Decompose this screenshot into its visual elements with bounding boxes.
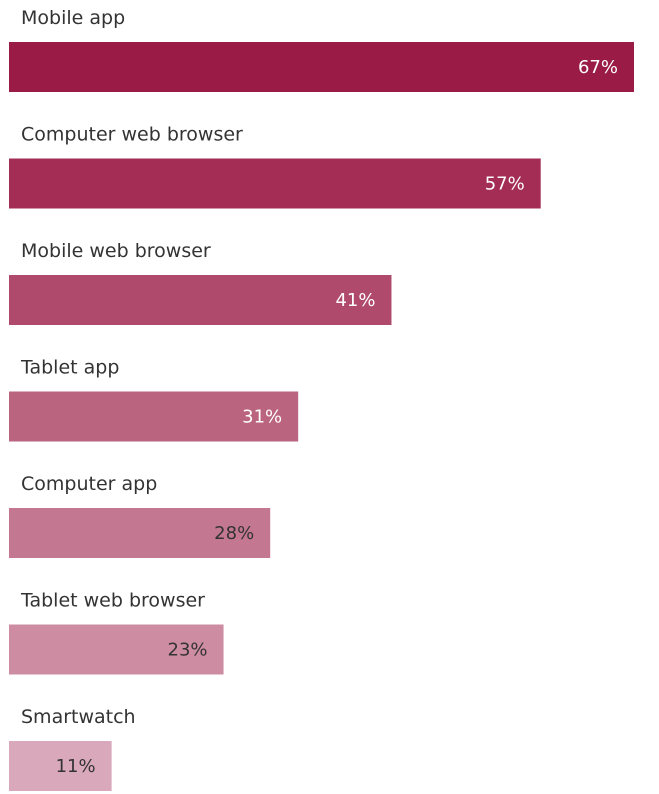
bars-layer: [9, 42, 634, 791]
category-label: Tablet web browser: [20, 590, 205, 612]
value-label: 23%: [168, 640, 208, 661]
value-label: 11%: [56, 756, 96, 777]
category-label: Mobile web browser: [21, 240, 211, 262]
category-label: Computer web browser: [21, 124, 243, 146]
category-label: Tablet app: [20, 357, 119, 379]
bar: [9, 391, 299, 442]
value-label: 31%: [242, 407, 282, 428]
bar: [9, 624, 224, 675]
bar: [9, 158, 541, 209]
value-label: 41%: [335, 290, 375, 311]
bar: [9, 275, 392, 325]
category-label: Smartwatch: [21, 706, 136, 728]
value-label: 28%: [214, 523, 254, 544]
labels-layer: Mobile app 67% Computer web browser 57% Mobi…: [20, 7, 618, 777]
value-label: 57%: [485, 174, 525, 195]
bar: [9, 508, 271, 558]
bar: [9, 741, 112, 791]
category-label: Mobile app: [21, 7, 125, 29]
value-label: 67%: [578, 57, 618, 78]
bar: [9, 42, 634, 92]
category-label: Computer app: [21, 473, 157, 495]
